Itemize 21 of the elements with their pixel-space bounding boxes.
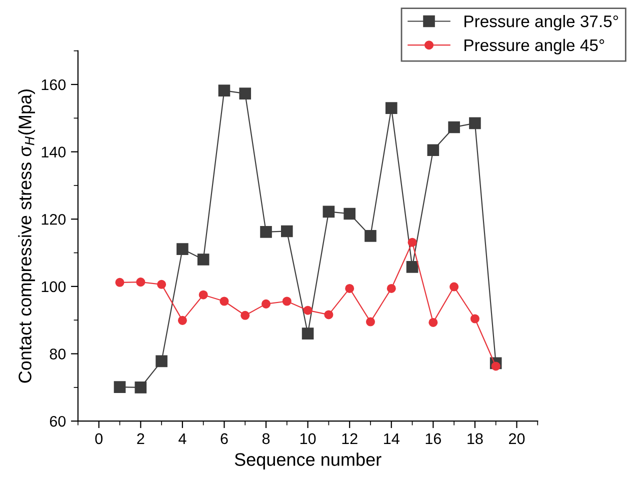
x-axis-title: Sequence number: [234, 452, 382, 470]
x-tick-label: 8: [262, 433, 270, 444]
x-tick-label: 14: [384, 433, 400, 444]
x-tick-label: 2: [137, 433, 144, 444]
x-tick-label: 18: [468, 433, 483, 444]
x-tick-label: 10: [300, 433, 316, 444]
y-tick-label: 160: [42, 79, 66, 90]
x-tick-label: 4: [178, 433, 186, 444]
x-tick-label: 0: [95, 433, 103, 444]
x-tick-label: 6: [220, 433, 228, 444]
y-tick-label: 100: [42, 281, 66, 292]
x-tick-label: 16: [426, 433, 441, 444]
y-tick-label: 60: [50, 416, 66, 427]
x-tick-label: 12: [342, 433, 358, 444]
legend-label: Pressure angle 37.5°: [464, 15, 618, 31]
x-tick-label: 20: [509, 433, 525, 444]
legend-label: Pressure angle 45°: [464, 38, 604, 54]
y-tick-label: 120: [42, 214, 66, 225]
y-tick-label: 140: [42, 146, 66, 158]
y-axis-title: Contact compressive stress σ$_{H}$(Mpa): [18, 90, 35, 383]
y-tick-label: 80: [50, 348, 66, 360]
